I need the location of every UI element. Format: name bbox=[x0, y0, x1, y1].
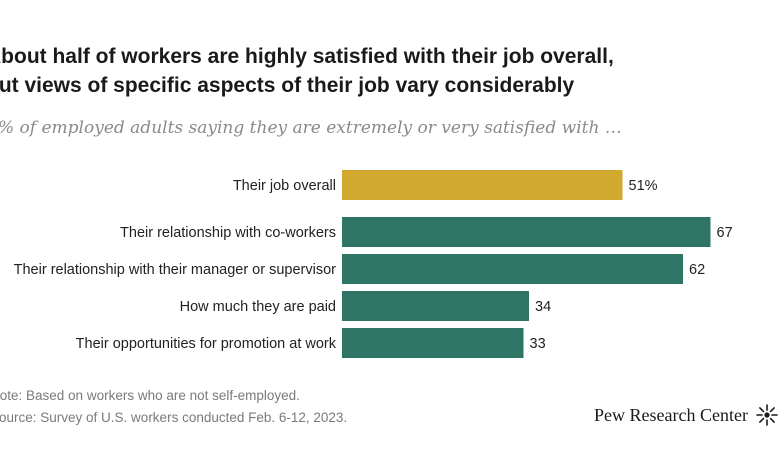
value-label-3: 34 bbox=[535, 299, 551, 315]
category-label-2: Their relationship with their manager or… bbox=[14, 262, 337, 278]
source-text: Source: Survey of U.S. workers conducted… bbox=[0, 410, 348, 425]
bar-4 bbox=[342, 328, 524, 358]
bar-2 bbox=[342, 254, 683, 284]
value-label-1: 67 bbox=[717, 225, 733, 241]
category-label-3: How much they are paid bbox=[180, 299, 336, 315]
category-label-0: Their job overall bbox=[233, 178, 336, 194]
bar-3 bbox=[342, 291, 529, 321]
value-label-4: 33 bbox=[530, 336, 546, 352]
pew-sunburst-icon bbox=[756, 404, 778, 426]
chart-title: About half of workers are highly satisfi… bbox=[0, 42, 780, 100]
pew-logo: Pew Research Center bbox=[594, 404, 778, 426]
value-label-2: 62 bbox=[689, 262, 705, 278]
title-line-2: but views of specific aspects of their j… bbox=[0, 74, 575, 97]
category-label-4: Their opportunities for promotion at wor… bbox=[76, 336, 337, 352]
logo-text: Pew Research Center bbox=[594, 404, 748, 425]
bar-0 bbox=[342, 170, 623, 200]
bar-chart: Their job overall 51% Their relationship w… bbox=[14, 170, 733, 358]
bar-1 bbox=[342, 217, 711, 247]
value-label-0: 51% bbox=[629, 178, 658, 194]
note-text: Note: Based on workers who are not self-… bbox=[0, 388, 300, 403]
chart-subtitle: % of employed adults saying they are ext… bbox=[0, 118, 622, 138]
category-label-1: Their relationship with co-workers bbox=[120, 225, 336, 241]
title-line-1: About half of workers are highly satisfi… bbox=[0, 45, 614, 68]
